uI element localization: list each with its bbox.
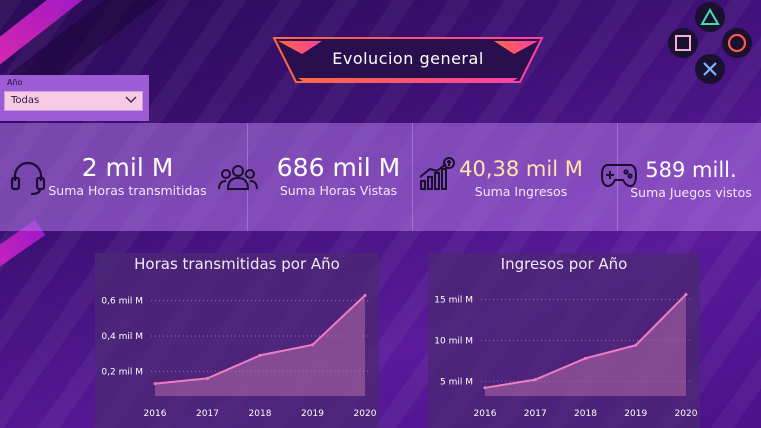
- kpi-value: 589 mill.: [645, 158, 737, 182]
- year-filter: Año Todas: [0, 75, 149, 121]
- y-tick-label: 10 mil M: [434, 336, 473, 346]
- circle-icon: [722, 28, 752, 58]
- x-tick-label: 2018: [574, 409, 597, 419]
- kpi-hours-watched: 686 mil M Suma Horas Vistas: [266, 153, 411, 198]
- kpi-value: 2 mil M: [81, 153, 174, 182]
- cross-icon: [695, 54, 725, 84]
- chart-title: Horas transmitidas por Año: [134, 255, 340, 273]
- area-fill: [485, 294, 686, 396]
- kpi-label: Suma Horas Vistas: [279, 183, 398, 198]
- x-tick-label: 2016: [474, 409, 497, 419]
- y-tick-label: 0,4 mil M: [101, 332, 143, 342]
- x-tick-label: 2017: [196, 409, 219, 419]
- data-point[interactable]: [533, 378, 537, 382]
- y-tick-label: 0,6 mil M: [101, 297, 143, 307]
- data-point[interactable]: [311, 343, 314, 347]
- people-icon: [218, 163, 258, 197]
- chart-title: Ingresos por Año: [500, 255, 628, 273]
- chart-svg: 5 mil M 10 mil M 15 mil M 2016 2017 2018 2019 2…: [434, 292, 698, 419]
- data-point[interactable]: [258, 353, 262, 357]
- chart-revenue: Ingresos por Año 5 mil M 10 mil M 15 mil M…: [428, 253, 700, 428]
- x-tick-label: 2016: [144, 409, 167, 419]
- kpi-label: Suma Horas transmitidas: [48, 183, 207, 198]
- data-point[interactable]: [206, 376, 209, 380]
- gamepad-icon: [600, 161, 638, 193]
- headset-icon: [9, 159, 47, 201]
- y-tick-label: 15 mil M: [434, 295, 473, 305]
- year-select-value: Todas: [11, 95, 40, 106]
- data-point[interactable]: [363, 293, 367, 297]
- controller-buttons: [668, 2, 752, 84]
- chart-hours-streamed: Horas transmitidas por Año 0,2 mil M 0,4 …: [95, 253, 379, 428]
- data-point[interactable]: [684, 292, 688, 296]
- kpi-label: Suma Ingresos: [474, 184, 568, 199]
- data-point[interactable]: [483, 386, 487, 390]
- chevron-down-icon: [125, 95, 137, 108]
- triangle-icon: [695, 2, 725, 32]
- growth-chart-icon: [418, 157, 458, 195]
- area-fill: [155, 295, 365, 396]
- kpi-divider: [617, 123, 618, 231]
- x-tick-label: 2019: [301, 409, 324, 419]
- data-point[interactable]: [153, 382, 157, 386]
- x-tick-label: 2020: [354, 409, 377, 419]
- data-point[interactable]: [584, 356, 587, 360]
- x-tick-label: 2020: [675, 409, 698, 419]
- chart-svg: 0,2 mil M 0,4 mil M 0,6 mil M 2016 2017 2018 2…: [101, 293, 377, 419]
- kpi-hours-streamed: 2 mil M Suma Horas transmitidas: [45, 153, 210, 198]
- y-tick-label: 5 mil M: [440, 377, 473, 387]
- kpi-label: Suma Juegos vistos: [630, 185, 752, 200]
- data-point[interactable]: [634, 343, 638, 347]
- y-tick-label: 0,2 mil M: [101, 367, 143, 377]
- title-banner: Evolucion general: [272, 36, 544, 84]
- x-tick-label: 2019: [624, 409, 647, 419]
- year-select[interactable]: Todas: [4, 91, 143, 111]
- square-icon: [668, 28, 698, 58]
- kpi-divider: [412, 123, 413, 231]
- kpi-value: 686 mil M: [276, 153, 401, 182]
- filter-label: Año: [7, 78, 23, 87]
- x-tick-label: 2018: [249, 409, 272, 419]
- kpi-games-watched: 589 mill. Suma Juegos vistos: [626, 158, 756, 200]
- page-title: Evolucion general: [332, 49, 484, 68]
- decor-stripe-pink-lower: [0, 220, 46, 298]
- x-tick-label: 2017: [524, 409, 547, 419]
- kpi-revenue: 40,38 mil M Suma Ingresos: [458, 157, 584, 199]
- kpi-value: 40,38 mil M: [459, 157, 583, 181]
- kpi-band: 2 mil M Suma Horas transmitidas 686 mil …: [0, 123, 761, 231]
